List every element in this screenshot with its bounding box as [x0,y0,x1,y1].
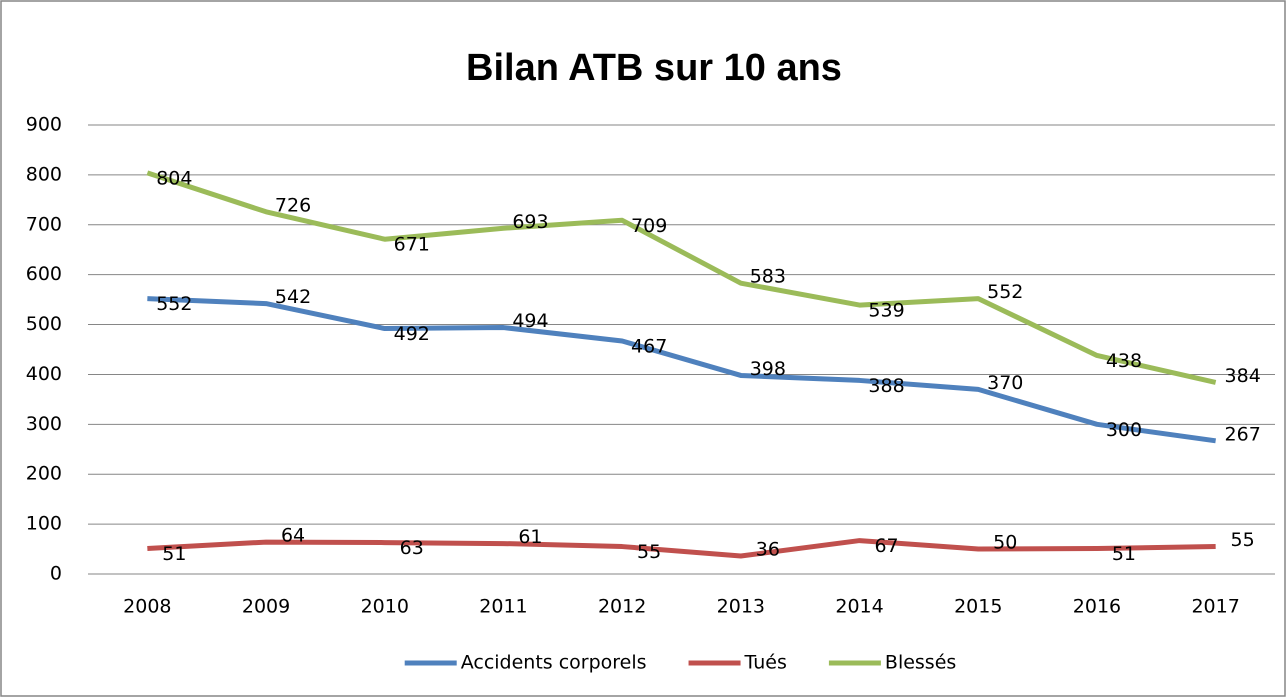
data-label: 552 [987,281,1023,303]
data-label: 51 [162,543,186,565]
x-tick-label: 2008 [123,596,171,618]
data-label: 63 [400,537,424,559]
x-tick-label: 2017 [1191,596,1239,618]
data-label: 709 [631,215,667,237]
data-label: 36 [756,539,780,561]
y-tick-label: 200 [26,463,62,485]
data-label: 267 [1225,423,1261,445]
data-label: 55 [637,541,661,563]
data-label: 370 [987,372,1023,394]
y-tick-label: 900 [26,114,62,136]
data-label: 300 [1106,419,1142,441]
data-label: 693 [512,211,548,233]
y-tick-label: 500 [26,313,62,335]
series-line [147,538,1216,559]
y-tick-label: 600 [26,263,62,285]
x-tick-label: 2016 [1073,596,1121,618]
data-label: 50 [993,532,1017,554]
x-tick-label: 2013 [717,596,765,618]
data-label: 494 [512,310,548,332]
data-label: 67 [874,535,898,557]
legend-label: Blessés [885,652,956,674]
y-tick-label: 400 [26,363,62,385]
series-line [147,296,1216,444]
data-label: 388 [868,375,904,397]
data-label: 51 [1112,543,1136,565]
x-tick-label: 2012 [598,596,646,618]
y-tick-label: 800 [26,163,62,185]
data-label: 64 [281,525,305,547]
data-label: 438 [1106,350,1142,372]
legend-label: Tués [744,652,787,674]
data-label: 61 [518,526,542,548]
data-label: 539 [868,300,904,322]
data-label: 542 [275,286,311,308]
x-tick-label: 2015 [954,596,1002,618]
y-tick-label: 700 [26,213,62,235]
data-label: 55 [1231,529,1255,551]
y-tick-label: 100 [26,513,62,535]
data-label: 384 [1225,365,1261,387]
data-label: 467 [631,336,667,358]
data-label: 671 [394,234,430,256]
x-tick-label: 2014 [835,596,883,618]
series-line [146,170,1217,385]
y-tick-label: 300 [26,413,62,435]
x-tick-label: 2009 [242,596,290,618]
chart-title: Bilan ATB sur 10 ans [466,47,842,89]
x-tick-label: 2011 [479,596,527,618]
data-label: 583 [750,266,786,288]
data-label: 726 [275,194,311,216]
x-tick-label: 2010 [361,596,409,618]
legend-label: Accidents corporels [461,652,647,674]
y-tick-label: 0 [50,563,62,585]
data-label: 492 [394,323,430,345]
data-label: 804 [156,167,192,189]
data-label: 552 [156,293,192,315]
data-label: 398 [750,358,786,380]
